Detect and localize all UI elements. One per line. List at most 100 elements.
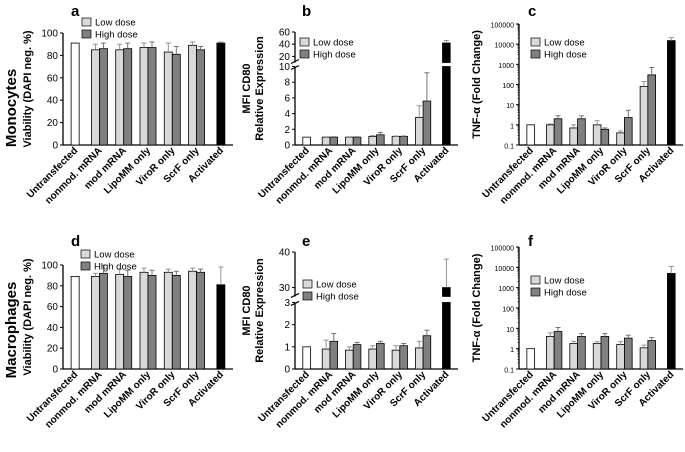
bar-high-dose	[196, 49, 205, 146]
y-tick-label: 10	[279, 62, 291, 73]
bar-high-dose	[647, 340, 656, 370]
legend-swatch-low	[530, 275, 541, 285]
bar-low-dose	[321, 136, 331, 146]
axis-break-mark	[290, 58, 300, 65]
y-tick-label: 100	[502, 307, 514, 314]
y-tick-label: 20	[279, 52, 291, 63]
bar-high-dose	[376, 134, 385, 146]
bar-activated	[667, 40, 676, 146]
y-tick-label: 10000	[495, 266, 515, 273]
bar-high-dose	[329, 340, 339, 370]
y-axis-label: MFI CD80	[241, 63, 253, 113]
bar-activated	[442, 66, 451, 146]
panel-letter: e	[302, 233, 310, 250]
y-tick-label: 0	[52, 365, 58, 376]
bar-high-dose	[196, 271, 205, 370]
bar-untransfected	[302, 136, 311, 146]
y-tick-label: 0	[52, 141, 58, 152]
y-tick-label: 80	[47, 51, 59, 62]
legend-label-high: High dose	[544, 288, 587, 299]
bar-low-dose	[321, 348, 331, 370]
bar-low-dose	[91, 49, 100, 146]
axis-break-mark	[290, 64, 300, 71]
legend-swatch-low	[80, 249, 91, 259]
bar-low-dose	[163, 271, 173, 370]
y-tick-label: 10	[506, 327, 514, 334]
bar-high-dose	[600, 128, 610, 146]
bar-high-dose	[399, 135, 408, 146]
bar-low-dose	[115, 49, 125, 146]
bar-high-dose	[600, 336, 610, 370]
panel-letter: a	[71, 3, 80, 20]
legend-swatch-high	[80, 261, 91, 271]
y-tick-label: 0	[284, 365, 290, 376]
legend-swatch-high	[81, 29, 92, 39]
bar-low-dose	[592, 343, 602, 370]
bar-low-dose	[188, 270, 197, 370]
bar-high-dose	[99, 48, 108, 146]
bar-low-dose	[163, 51, 173, 146]
legend-swatch-low	[81, 17, 92, 27]
legend-label-high: High dose	[544, 50, 587, 61]
panel-f: f 0.1 1 10 100 1000 10000 100000 TNF-α (Fold Cha…	[471, 233, 683, 431]
bar-low-dose	[345, 136, 354, 146]
y-tick-label: 8	[284, 78, 290, 89]
bar-low-dose	[188, 44, 197, 146]
y-tick-label: 3	[284, 298, 290, 309]
legend-swatch-low	[530, 37, 541, 47]
bar-high-dose	[422, 335, 432, 370]
y-tick-label: 40	[279, 248, 291, 259]
bar-high-dose	[553, 118, 563, 146]
y-axis-label: Relative Expression	[254, 36, 266, 141]
y-tick-label: 20	[47, 344, 59, 355]
y-axis-label: Viability (DAPI neg. %)	[22, 258, 34, 375]
bar-activated-upper	[442, 287, 451, 297]
row-label-monocytes: Monocytes	[3, 69, 20, 147]
bar-low-dose	[414, 117, 424, 146]
bar-high-dose	[422, 100, 432, 146]
bar-high-dose	[99, 272, 108, 370]
bar-high-dose	[352, 344, 362, 370]
legend-swatch-high	[302, 291, 313, 301]
bar-high-dose	[147, 47, 157, 146]
y-tick-label: 10	[506, 103, 514, 110]
bar-low-dose	[368, 348, 377, 370]
y-tick-label: 1	[510, 123, 514, 130]
bar-high-dose	[577, 336, 586, 370]
bar-high-dose	[171, 53, 181, 146]
y-tick-label: 0	[284, 141, 290, 152]
bar-high-dose	[647, 74, 656, 146]
y-tick-label: 20	[47, 118, 59, 129]
bar-high-dose	[123, 276, 133, 370]
y-tick-label: 6	[284, 93, 290, 104]
bar-high-dose	[553, 331, 563, 370]
y-tick-label: 40	[279, 40, 291, 51]
panel-letter: b	[302, 3, 311, 20]
legend-label-high: High dose	[313, 50, 356, 61]
bar-untransfected	[526, 348, 535, 370]
bar-low-dose	[139, 271, 149, 370]
bar-low-dose	[115, 273, 125, 370]
bar-low-dose	[391, 349, 401, 370]
bar-untransfected	[70, 42, 80, 146]
y-tick-label: 100	[41, 29, 58, 40]
bar-low-dose	[139, 47, 149, 146]
axis-break-mark	[290, 300, 300, 306]
bar-high-dose	[171, 274, 181, 370]
legend-swatch-high	[299, 49, 310, 59]
bar-low-dose	[639, 347, 649, 370]
y-tick-label: 4	[284, 109, 290, 120]
bar-low-dose	[414, 347, 424, 370]
y-tick-label: 0.1	[504, 368, 514, 375]
y-tick-label: 60	[47, 302, 59, 313]
bar-activated	[216, 284, 226, 370]
y-tick-label: 100	[502, 83, 514, 90]
y-axis-label: Viability (DAPI neg. %)	[22, 30, 34, 147]
bar-low-dose	[616, 344, 625, 370]
bar-untransfected	[302, 346, 311, 370]
